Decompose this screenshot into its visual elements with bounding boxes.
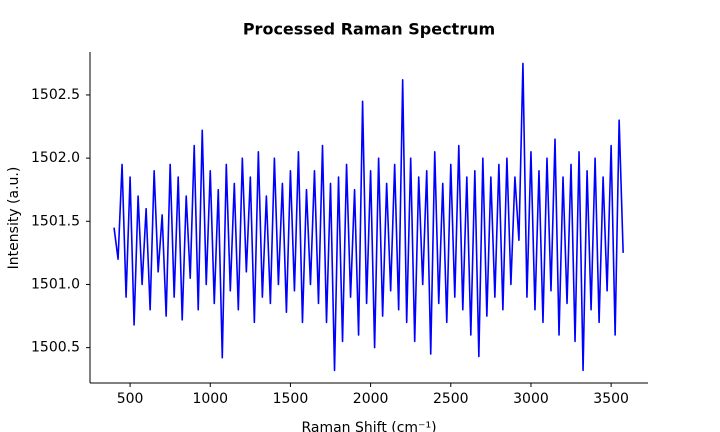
x-tick-label: 500 — [117, 391, 144, 407]
x-tick-label: 3500 — [593, 391, 629, 407]
x-axis-label: Raman Shift (cm⁻¹) — [301, 420, 436, 432]
chart-title: Processed Raman Spectrum — [243, 20, 495, 39]
spectrum-line — [113, 62, 624, 372]
x-tick-label: 2500 — [433, 391, 469, 407]
y-tick-label: 1502.5 — [31, 87, 80, 103]
y-tick-label: 1502.0 — [31, 150, 80, 166]
y-axis-label: Intensity (a.u.) — [6, 167, 22, 270]
x-tick-label: 2000 — [353, 391, 389, 407]
y-tick-label: 1501.0 — [31, 276, 80, 292]
x-tick-label: 3000 — [513, 391, 549, 407]
x-tick-label: 1000 — [192, 391, 228, 407]
x-tick-label: 1500 — [273, 391, 309, 407]
y-tick-label: 1501.5 — [31, 213, 80, 229]
y-tick-label: 1500.5 — [31, 340, 80, 356]
